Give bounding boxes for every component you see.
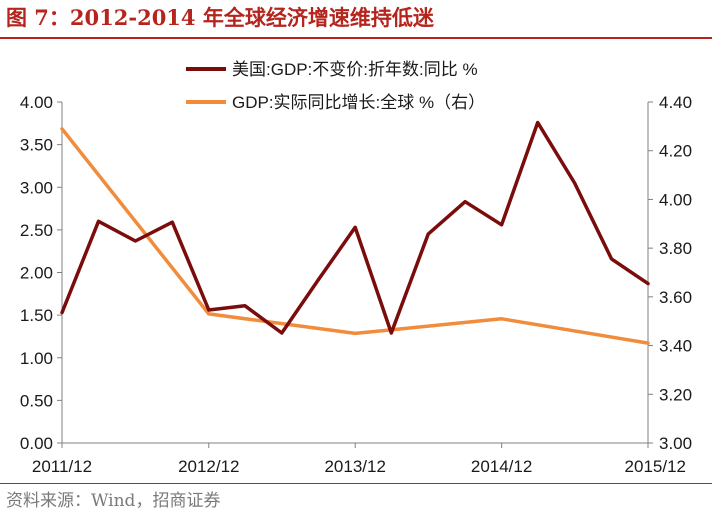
left-y-tick-label: 3.50 <box>20 136 53 155</box>
legend-label-world-gdp: GDP:实际同比增长:全球 %（右） <box>232 93 485 112</box>
legend: 美国:GDP:不变价:折年数:同比 % GDP:实际同比增长:全球 %（右） <box>186 60 485 112</box>
left-y-axis: 0.00 0.50 1.00 1.50 2.00 2.50 3.00 3.50 4.00 <box>20 93 62 453</box>
right-y-tick-label: 3.60 <box>659 288 692 307</box>
source-note: 资料来源：Wind，招商证券 <box>6 491 221 511</box>
x-tick-label: 2014/12 <box>471 457 532 476</box>
series-line-us-gdp <box>60 120 650 335</box>
x-tick-label: 2015/12 <box>625 457 686 476</box>
left-y-tick-label: 0.00 <box>20 434 53 453</box>
series-line-world-gdp <box>60 127 650 345</box>
right-y-tick-label: 3.20 <box>659 385 692 404</box>
right-y-tick-label: 4.40 <box>659 93 692 112</box>
right-y-tick-label: 3.00 <box>659 434 692 453</box>
x-tick-label: 2012/12 <box>178 457 239 476</box>
x-axis: 2011/12 2012/12 2013/12 2014/12 2015/12 <box>32 443 686 476</box>
left-y-tick-label: 1.00 <box>20 349 53 368</box>
right-y-tick-label: 3.40 <box>659 337 692 356</box>
legend-label-us-gdp: 美国:GDP:不变价:折年数:同比 % <box>232 60 478 79</box>
left-y-tick-label: 3.00 <box>20 178 53 197</box>
right-y-tick-label: 4.00 <box>659 190 692 209</box>
left-y-tick-label: 2.00 <box>20 264 53 283</box>
left-y-tick-label: 0.50 <box>20 391 53 410</box>
left-y-tick-label: 1.50 <box>20 306 53 325</box>
figure-title: 图 7：2012-2014 年全球经济增速维持低迷 <box>6 5 434 30</box>
right-y-tick-label: 3.80 <box>659 239 692 258</box>
x-tick-label: 2013/12 <box>324 457 385 476</box>
right-y-tick-label: 4.20 <box>659 142 692 161</box>
x-tick-label: 2011/12 <box>32 457 92 476</box>
source-divider <box>0 483 712 484</box>
title-divider <box>0 37 712 39</box>
left-y-tick-label: 2.50 <box>20 221 53 240</box>
left-y-tick-label: 4.00 <box>20 93 53 112</box>
right-y-axis: 3.00 3.20 3.40 3.60 3.80 4.00 4.20 4.40 <box>648 93 692 453</box>
